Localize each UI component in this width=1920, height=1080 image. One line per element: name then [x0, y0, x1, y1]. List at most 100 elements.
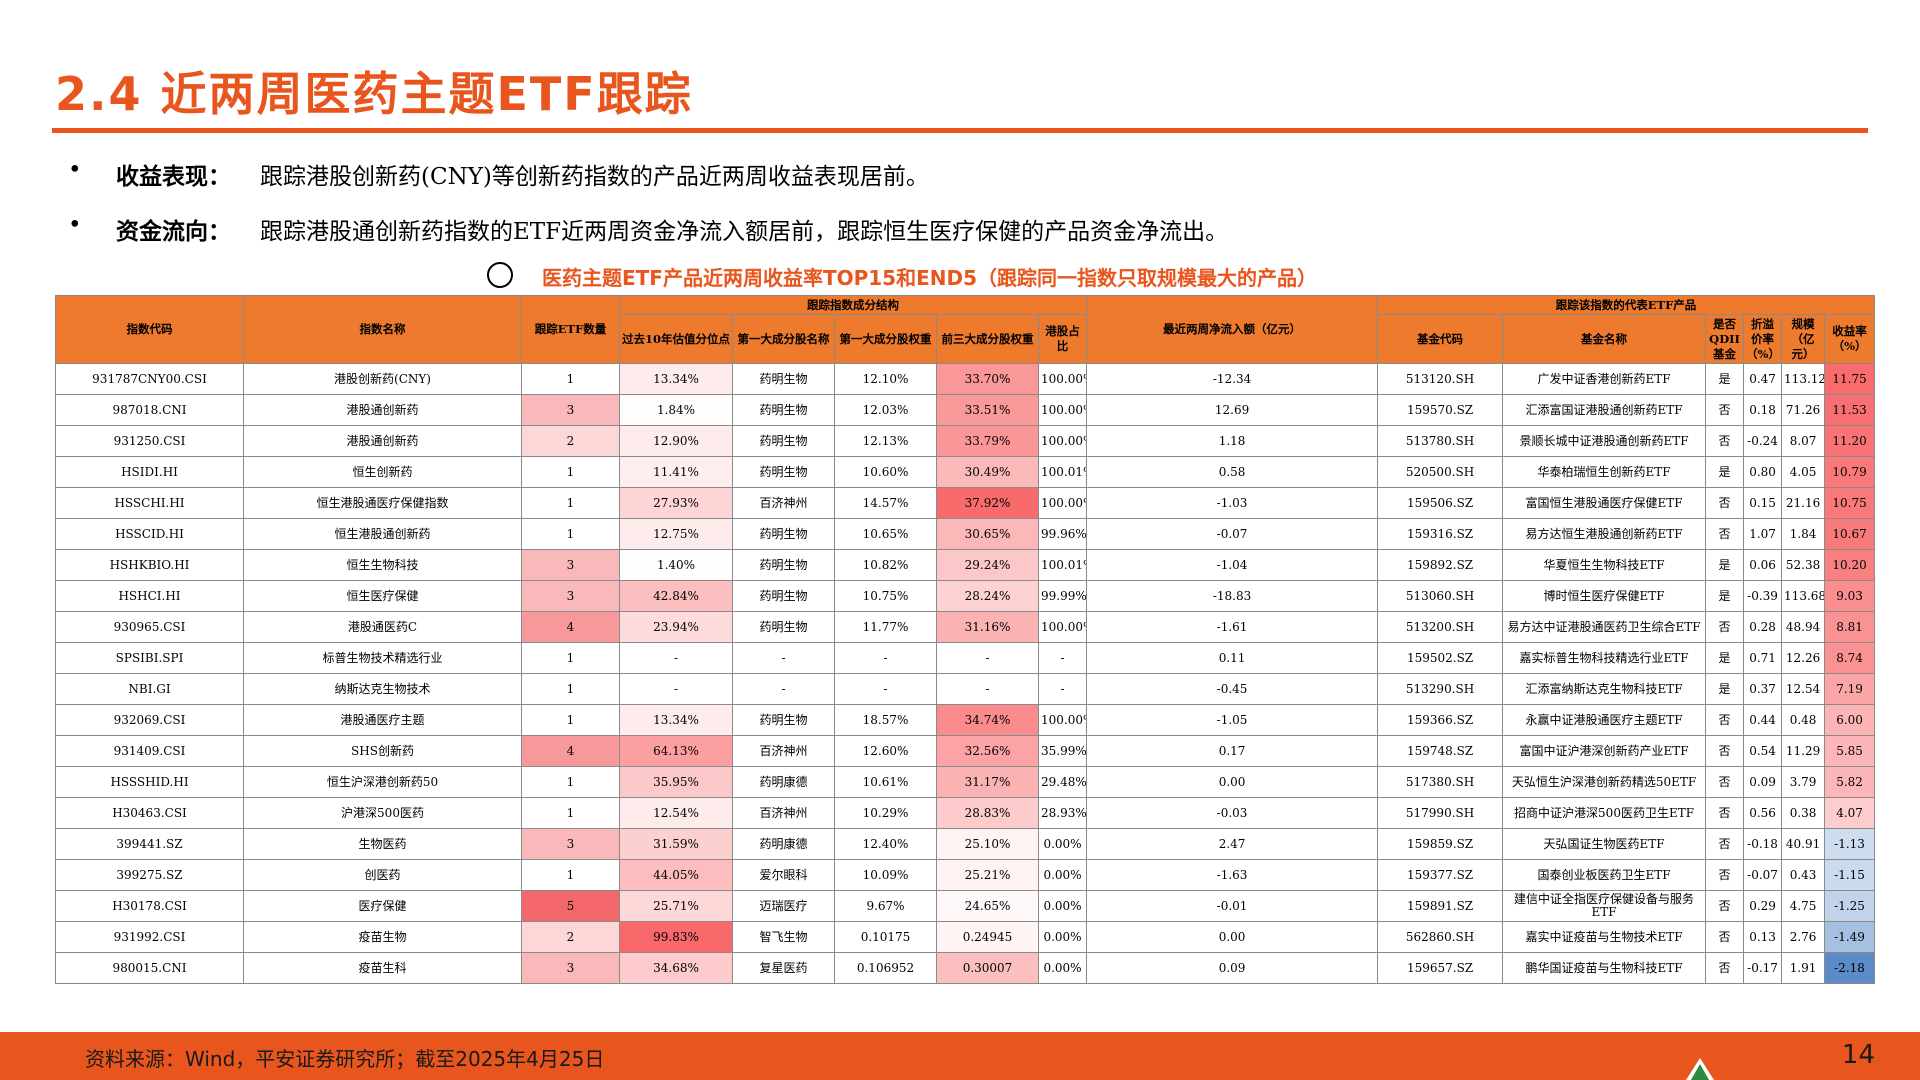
cell-index-name: 医疗保健 — [243, 890, 522, 922]
cell-etf-count: 2 — [521, 921, 620, 953]
cell-premium: 0.29 — [1743, 890, 1783, 922]
cell-top3-weight: 30.65% — [936, 518, 1039, 550]
cell-net-inflow: -1.05 — [1086, 704, 1379, 736]
cell-fund-name: 建信中证全指医疗保健设备与服务ETF — [1502, 890, 1707, 922]
cell-return: 4.07 — [1824, 797, 1876, 829]
cell-valuation-pct: 12.54% — [619, 797, 733, 829]
cell-return: 5.82 — [1824, 766, 1876, 798]
cell-etf-count: 1 — [521, 673, 620, 705]
cell-hk-share: 100.00% — [1037, 394, 1088, 426]
cell-fund-name: 鹏华国证疫苗与生物科技ETF — [1502, 952, 1707, 984]
cell-fund-code: 513780.SH — [1377, 425, 1504, 457]
cell-fund-code: 159316.SZ — [1377, 518, 1504, 550]
cell-premium: -0.39 — [1743, 580, 1783, 612]
cell-index-code: 931409.CSI — [55, 735, 244, 767]
cell-top1-weight: 12.03% — [834, 394, 937, 426]
cell-fund-code: 159657.SZ — [1377, 952, 1504, 984]
table-row: HSSCID.HI 恒生港股通创新药 1 12.75% 药明生物 10.65% 30.65%… — [55, 518, 1876, 550]
cell-index-code: HSHCI.HI — [55, 580, 244, 612]
cell-aum: 4.05 — [1781, 456, 1826, 488]
cell-etf-count: 1 — [521, 704, 620, 736]
cell-fund-name: 易方达恒生港股通创新药ETF — [1502, 518, 1707, 550]
cell-fund-code: 159570.SZ — [1377, 394, 1504, 426]
cell-qdii: 否 — [1705, 859, 1745, 891]
header-net-inflow: 最近两周净流入额（亿元） — [1086, 295, 1379, 364]
page-title: 2.4 近两周医药主题ETF跟踪 — [55, 67, 693, 121]
cell-qdii: 是 — [1705, 549, 1745, 581]
cell-return: 10.67 — [1824, 518, 1876, 550]
cell-valuation-pct: 13.34% — [619, 704, 733, 736]
cell-aum: 71.26 — [1781, 394, 1826, 426]
cell-fund-code: 513060.SH — [1377, 580, 1504, 612]
cell-index-name: 恒生创新药 — [243, 456, 522, 488]
cell-hk-share: 28.93% — [1037, 797, 1088, 829]
table-row: SPSIBI.SPI 标普生物技术精选行业 1- - - - -0.11 159502.SZ 嘉… — [55, 642, 1876, 674]
circle-icon — [487, 262, 513, 288]
cell-etf-count: 1 — [521, 487, 620, 519]
cell-qdii: 否 — [1705, 828, 1745, 860]
cell-top3-weight: 28.24% — [936, 580, 1039, 612]
cell-fund-code: 513290.SH — [1377, 673, 1504, 705]
source-note: 资料来源：Wind，平安证券研究所；截至2025年4月25日 — [85, 1047, 605, 1071]
cell-aum: 0.48 — [1781, 704, 1826, 736]
table-row: NBI.GI 纳斯达克生物技术 1- - - - - -0.45 513290.SH 汇添富纳斯达… — [55, 673, 1876, 705]
cell-return: 10.20 — [1824, 549, 1876, 581]
table-row: 932069.CSI 港股通医疗主题 1 13.34% 药明生物 18.57% 34.74%… — [55, 704, 1876, 736]
table-row: 931409.CSI SHS创新药 4 64.13% 百济神州 12.60% 32.56% 3… — [55, 735, 1876, 767]
cell-top1-weight: 10.65% — [834, 518, 937, 550]
cell-return: 10.79 — [1824, 456, 1876, 488]
header-return: 收益率（%） — [1824, 314, 1876, 364]
cell-valuation-pct: 99.83% — [619, 921, 733, 953]
cell-etf-count: 1 — [521, 363, 620, 395]
cell-return: -2.18 — [1824, 952, 1876, 984]
cell-return: 5.85 — [1824, 735, 1876, 767]
cell-index-name: SHS创新药 — [243, 735, 522, 767]
cell-top3-weight: 31.17% — [936, 766, 1039, 798]
cell-etf-count: 1 — [521, 518, 620, 550]
cell-premium: 0.80 — [1743, 456, 1783, 488]
cell-top1-weight: 0.106952 — [834, 952, 937, 984]
cell-valuation-pct: 64.13% — [619, 735, 733, 767]
cell-valuation-pct: 35.95% — [619, 766, 733, 798]
cell-top1-weight: 10.60% — [834, 456, 937, 488]
table-row: 980015.CNI 疫苗生科 3 34.68% 复星医药 0.106952 0.30007… — [55, 952, 1876, 984]
table-row: H30178.CSI 医疗保健 5 25.71% 迈瑞医疗 9.67% 24.65% 0.00… — [55, 890, 1876, 922]
cell-index-code: SPSIBI.SPI — [55, 642, 244, 674]
cell-valuation-pct: 1.84% — [619, 394, 733, 426]
cell-fund-code: 562860.SH — [1377, 921, 1504, 953]
cell-qdii: 否 — [1705, 487, 1745, 519]
cell-hk-share: 0.00% — [1037, 859, 1088, 891]
cell-index-name: 恒生港股通医疗保健指数 — [243, 487, 522, 519]
cell-net-inflow: 0.58 — [1086, 456, 1379, 488]
header-fund-name: 基金名称 — [1502, 314, 1707, 364]
header-valuation-pct: 过去10年估值分位点 — [619, 314, 733, 364]
cell-fund-code: 517990.SH — [1377, 797, 1504, 829]
cell-index-code: 980015.CNI — [55, 952, 244, 984]
cell-return: 11.75 — [1824, 363, 1876, 395]
cell-return: 9.03 — [1824, 580, 1876, 612]
cell-premium: -0.07 — [1743, 859, 1783, 891]
cell-net-inflow: 0.00 — [1086, 766, 1379, 798]
cell-premium: 0.28 — [1743, 611, 1783, 643]
cell-aum: 0.43 — [1781, 859, 1826, 891]
cell-top1-name: 药明生物 — [732, 518, 835, 550]
cell-fund-code: 159859.SZ — [1377, 828, 1504, 860]
cell-top1-name: 药明生物 — [732, 580, 835, 612]
cell-aum: 113.68 — [1781, 580, 1826, 612]
cell-index-code: NBI.GI — [55, 673, 244, 705]
cell-top1-weight: 12.60% — [834, 735, 937, 767]
cell-top3-weight: 24.65% — [936, 890, 1039, 922]
cell-qdii: 是 — [1705, 363, 1745, 395]
table-row: H30463.CSI 沪港深500医药 1 12.54% 百济神州 10.29% 28.83… — [55, 797, 1876, 829]
cell-etf-count: 1 — [521, 642, 620, 674]
etf-table: 指数代码 指数名称 跟踪ETF数量 跟踪指数成分结构 最近两周净流入额（亿元） … — [55, 295, 1876, 984]
cell-index-code: HSSSHID.HI — [55, 766, 244, 798]
cell-fund-name: 天弘国证生物医药ETF — [1502, 828, 1707, 860]
cell-valuation-pct: 1.40% — [619, 549, 733, 581]
cell-fund-code: 159748.SZ — [1377, 735, 1504, 767]
header-top1-name: 第一大成分股名称 — [732, 314, 835, 364]
cell-fund-code: 159506.SZ — [1377, 487, 1504, 519]
cell-fund-code: 159891.SZ — [1377, 890, 1504, 922]
cell-index-code: H30463.CSI — [55, 797, 244, 829]
cell-top1-weight: 11.77% — [834, 611, 937, 643]
